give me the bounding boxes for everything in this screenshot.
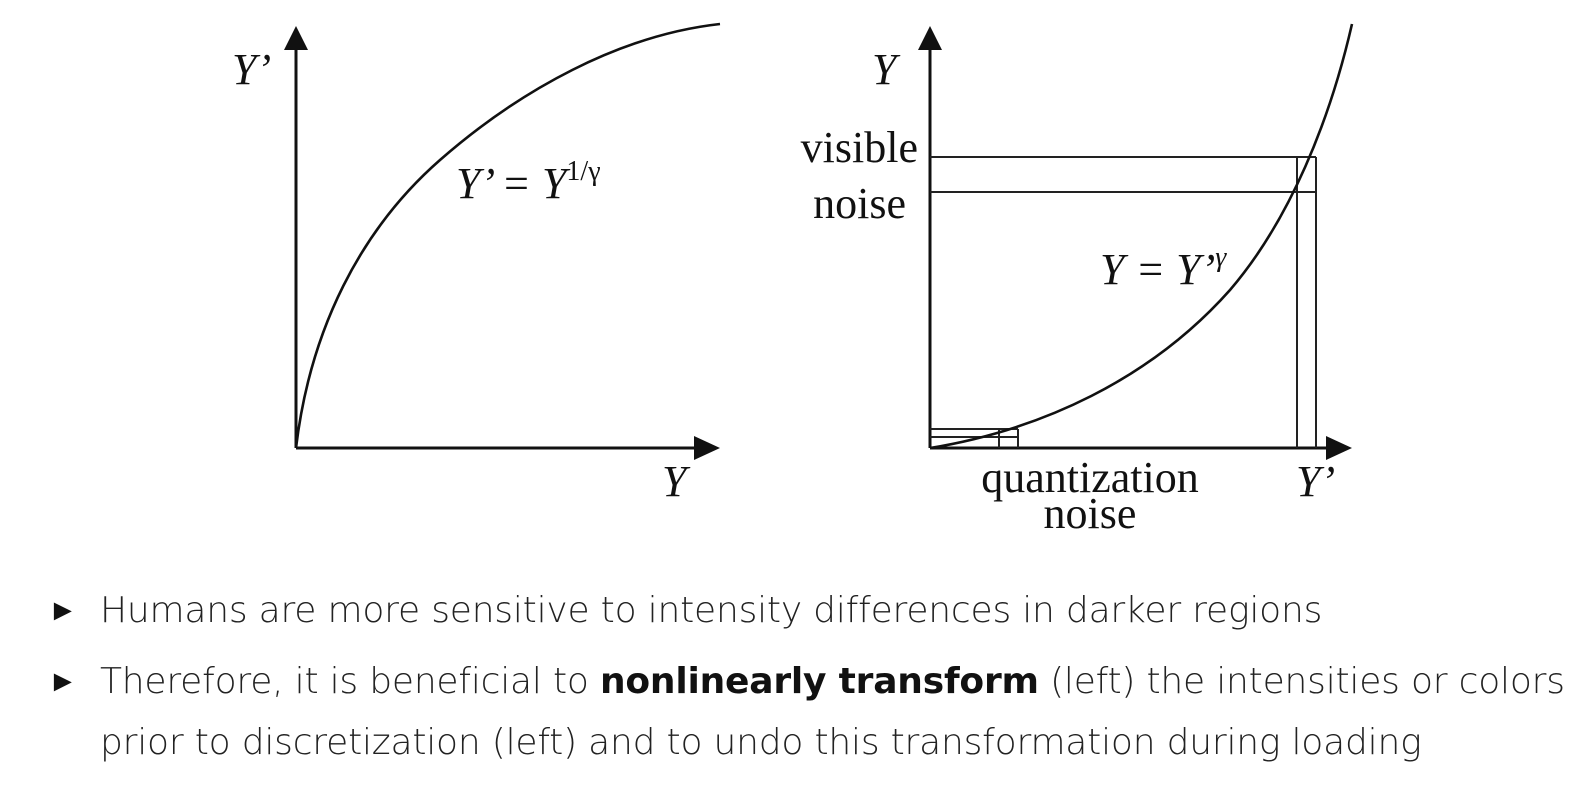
right-gamma-curve (929, 23, 1354, 450)
left-equation: Y’ = Y1/γ (456, 156, 601, 208)
triangle-bullet-icon: ► (48, 593, 78, 628)
bullet-item: ► Therefore, it is beneficial to nonline… (48, 651, 1578, 773)
right-x-axis-label: Y’ (1296, 457, 1335, 506)
right-equation: Y = Y’γ (1100, 242, 1227, 294)
right-y-arrow-icon (918, 26, 942, 50)
left-x-axis-label: Y (662, 457, 691, 506)
bullet-text-after: (left) the intensities or colors prior t… (100, 661, 1565, 763)
left-plot: Y’ Y Y’ = Y1/γ (232, 22, 721, 506)
right-x-arrow-icon (1326, 436, 1352, 460)
right-equation-exponent: γ (1215, 242, 1227, 273)
left-gamma-curve (294, 22, 721, 449)
bullet-list: ► Humans are more sensitive to intensity… (48, 580, 1578, 783)
quantization-noise-label-line2: noise (1044, 489, 1137, 538)
quantization-noise-label-line1: quantization (981, 453, 1199, 502)
right-equation-base: Y = Y’ (1100, 245, 1215, 294)
bullet-text-before: Therefore, it is beneficial to (100, 661, 600, 702)
bullet-text-bold: nonlinearly transform (599, 661, 1039, 702)
bullet-item: ► Humans are more sensitive to intensity… (48, 580, 1578, 641)
gamma-diagram: Y’ Y Y’ = Y1/γ Y Y’ visible noise quanti… (232, 22, 1354, 538)
bullet-text: Humans are more sensitive to intensity d… (100, 590, 1323, 631)
visible-noise-label-line2: noise (813, 179, 906, 228)
left-y-axis-label: Y’ (232, 45, 271, 94)
left-x-arrow-icon (694, 436, 720, 460)
left-y-arrow-icon (284, 26, 308, 50)
triangle-bullet-icon: ► (48, 664, 78, 699)
right-y-axis-label: Y (872, 45, 901, 94)
right-plot: Y Y’ visible noise quantization noise Y … (801, 23, 1354, 538)
left-equation-exponent: 1/γ (566, 156, 600, 187)
visible-noise-label-line1: visible (801, 123, 918, 172)
left-equation-base: Y’ = Y (456, 159, 571, 208)
